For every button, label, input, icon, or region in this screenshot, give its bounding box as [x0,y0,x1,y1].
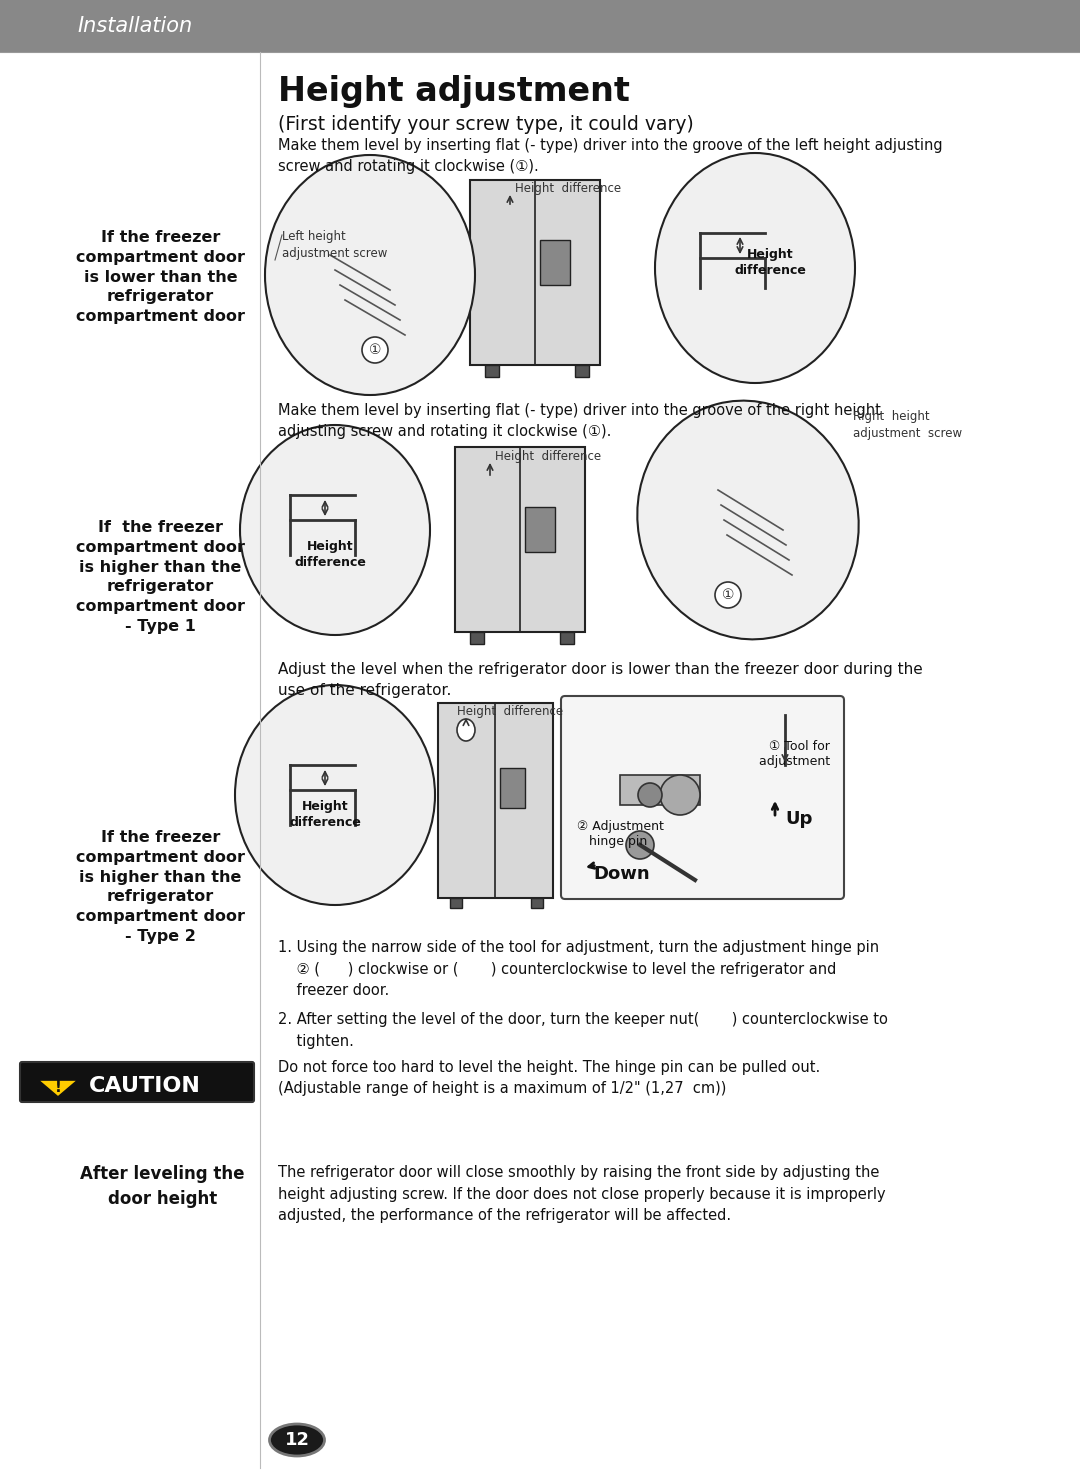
Text: Up: Up [785,810,812,828]
Text: If the freezer
compartment door
is higher than the
refrigerator
compartment door: If the freezer compartment door is highe… [76,831,245,944]
Text: ①: ① [368,343,381,358]
Circle shape [626,831,654,859]
Bar [455,446,585,633]
Text: After leveling the
door height: After leveling the door height [81,1165,245,1208]
Text: ①: ① [721,588,734,602]
Text: If  the freezer
compartment door
is higher than the
refrigerator
compartment doo: If the freezer compartment door is highe… [76,520,245,634]
Bar [500,769,525,808]
Bar [485,365,499,377]
Text: Left height
adjustment screw: Left height adjustment screw [282,231,388,260]
Ellipse shape [240,426,430,636]
Bar [561,633,573,644]
Ellipse shape [270,1423,324,1456]
Text: CAUTION: CAUTION [89,1076,201,1097]
Ellipse shape [654,154,855,383]
Bar [450,899,462,907]
Text: Down: Down [593,865,650,882]
Text: If the freezer
compartment door
is lower than the
refrigerator
compartment door: If the freezer compartment door is lower… [76,231,245,324]
Text: 1. Using the narrow side of the tool for adjustment, turn the adjustment hinge p: 1. Using the narrow side of the tool for… [278,940,879,998]
Text: Height  difference: Height difference [457,705,563,718]
Bar [540,239,570,285]
Bar [531,899,543,907]
Text: 12: 12 [284,1431,310,1448]
Bar [575,365,589,377]
Bar [470,633,484,644]
Bar [525,507,555,551]
Circle shape [638,783,662,807]
Bar [620,774,700,806]
Text: Do not force too hard to level the height. The hinge pin can be pulled out.
(Adj: Do not force too hard to level the heigh… [278,1060,820,1097]
Bar [0,0,1080,52]
FancyBboxPatch shape [561,696,843,899]
Bar [470,180,600,365]
FancyBboxPatch shape [21,1063,254,1103]
Text: Right  height
adjustment  screw: Right height adjustment screw [853,409,962,440]
Text: Height
difference: Height difference [289,800,361,829]
Bar [438,704,553,899]
Text: 2. After setting the level of the door, turn the keeper nut(       ) countercloc: 2. After setting the level of the door, … [278,1012,888,1048]
Circle shape [715,582,741,607]
Text: Installation: Installation [78,16,192,35]
Polygon shape [38,1080,78,1097]
Text: ① Tool for
   adjustment: ① Tool for adjustment [747,740,831,769]
Text: !: ! [55,1080,62,1095]
Text: Height  difference: Height difference [495,449,602,463]
Circle shape [362,337,388,364]
Text: Height
difference: Height difference [734,248,806,276]
Text: Height
difference: Height difference [294,539,366,569]
Ellipse shape [457,718,475,740]
Text: Make them level by inserting flat (- type) driver into the groove of the right h: Make them level by inserting flat (- typ… [278,403,881,439]
Text: The refrigerator door will close smoothly by raising the front side by adjusting: The refrigerator door will close smoothl… [278,1165,886,1224]
Ellipse shape [265,155,475,395]
Text: ② Adjustment
   hinge pin: ② Adjustment hinge pin [577,820,664,848]
Text: Make them level by inserting flat (- type) driver into the groove of the left he: Make them level by inserting flat (- typ… [278,137,943,174]
Text: (First identify your screw type, it could vary): (First identify your screw type, it coul… [278,115,693,134]
Text: Adjust the level when the refrigerator door is lower than the freezer door durin: Adjust the level when the refrigerator d… [278,662,922,698]
Circle shape [660,774,700,814]
Ellipse shape [235,684,435,905]
Text: Height  difference: Height difference [515,182,621,195]
Text: Height adjustment: Height adjustment [278,75,630,108]
Ellipse shape [637,401,859,640]
